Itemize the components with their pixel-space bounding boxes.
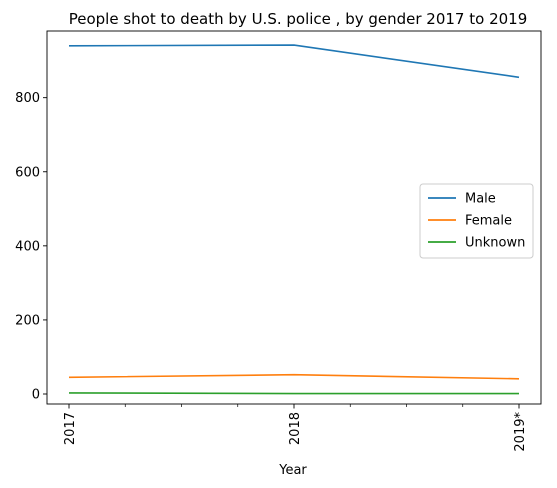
y-tick-label: 0 [32, 387, 40, 402]
series-line-male [68, 44, 520, 79]
legend-box [419, 183, 534, 259]
x-tick-label: 2017 [63, 412, 78, 445]
x-tick-label: 2018 [288, 412, 303, 445]
legend-label-unknown: Unknown [465, 236, 525, 251]
chart-title: People shot to death by U.S. police , by… [69, 10, 528, 28]
x-axis-label: Year [278, 463, 307, 478]
y-tick-label: 800 [15, 91, 40, 106]
x-tick-label: 2019* [513, 412, 528, 452]
series-line-female [68, 373, 520, 380]
series-line-unknown [68, 392, 519, 395]
legend-label-male: Male [465, 192, 496, 207]
y-tick-label: 400 [15, 239, 40, 254]
y-tick-label: 600 [15, 165, 40, 180]
plot-area: 0 200 400 600 800 2017 2018 2019* Male Female Unkn… [15, 30, 542, 452]
legend-label-female: Female [465, 214, 512, 229]
y-tick-label: 200 [15, 313, 40, 328]
